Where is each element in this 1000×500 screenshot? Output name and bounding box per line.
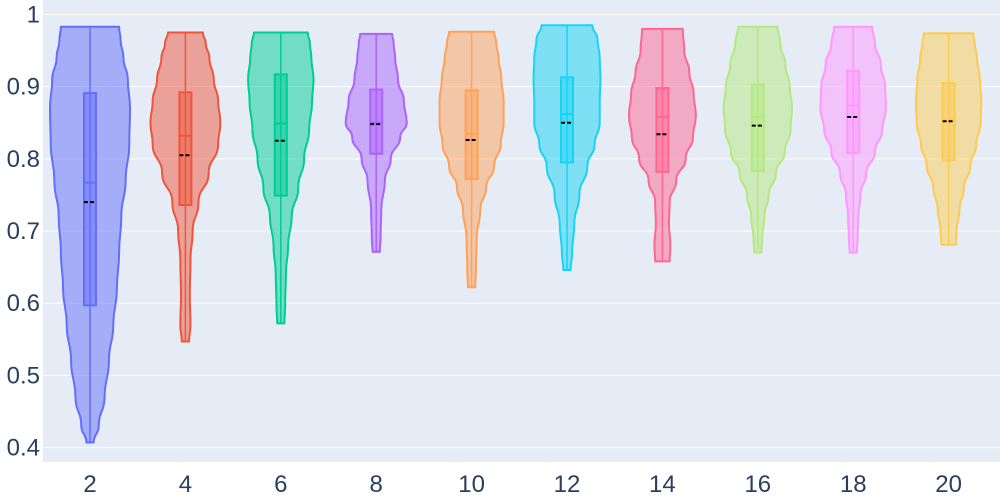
violin-box (655, 87, 670, 173)
y-tick-label: 1 (27, 1, 40, 28)
x-tick-label: 2 (83, 471, 96, 498)
x-tick-label: 16 (744, 471, 771, 498)
violin-box (369, 88, 384, 155)
x-axis-tick-labels: 2 4 6 8 10 12 14 16 18 20 (83, 471, 962, 498)
violin-box (750, 83, 765, 173)
violin-box (560, 76, 574, 164)
x-tick-label: 10 (458, 471, 485, 498)
x-tick-label: 12 (554, 471, 581, 498)
violin-2 (49, 25, 131, 444)
x-tick-label: 4 (179, 471, 192, 498)
violin-14 (627, 27, 697, 263)
violin-10 (438, 30, 505, 289)
y-axis-tick-labels: 0.4 0.5 0.6 0.7 0.8 0.9 1 (7, 1, 40, 461)
violin-8 (344, 32, 408, 253)
violin-box (83, 92, 97, 307)
violin-6 (247, 31, 315, 325)
x-tick-label: 14 (649, 471, 676, 498)
violin-box (464, 89, 479, 181)
violin-box (273, 73, 288, 197)
violins (49, 24, 983, 444)
y-tick-label: 0.8 (7, 146, 40, 173)
violin-box (178, 91, 193, 207)
x-tick-label: 20 (935, 471, 962, 498)
violin-box (846, 69, 861, 155)
y-tick-label: 0.7 (7, 218, 40, 245)
violin-12 (532, 24, 602, 271)
violin-4 (149, 31, 222, 343)
violin-18 (819, 25, 887, 254)
x-tick-label: 18 (840, 471, 867, 498)
x-tick-label: 8 (370, 471, 383, 498)
violin-20 (914, 32, 983, 246)
y-tick-label: 0.4 (7, 435, 40, 462)
violin-16 (722, 25, 793, 254)
x-tick-label: 6 (274, 471, 287, 498)
y-tick-label: 0.9 (7, 74, 40, 101)
y-tick-label: 0.5 (7, 362, 40, 389)
y-tick-label: 0.6 (7, 290, 40, 317)
